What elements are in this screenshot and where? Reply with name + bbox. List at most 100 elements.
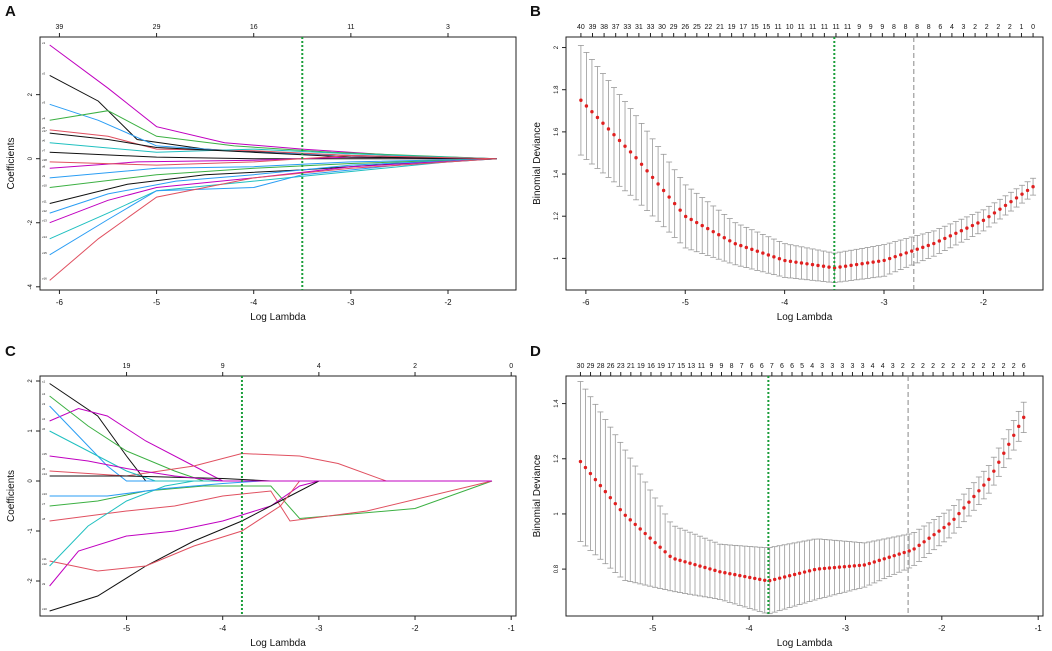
deviance-point	[926, 243, 930, 248]
top-tick-label: 3	[840, 363, 844, 370]
coef-path-c8	[49, 480, 493, 522]
top-tick-label: 4	[950, 24, 954, 31]
top-tick-label: 28	[597, 363, 605, 370]
deviance-point	[982, 483, 986, 487]
coef-index-label: v18	[42, 158, 47, 162]
deviance-point	[638, 527, 642, 531]
deviance-point	[922, 540, 926, 544]
deviance-point	[761, 251, 765, 255]
deviance-point	[957, 511, 961, 516]
top-tick-label: 17	[739, 24, 747, 31]
coef-index-label: c7	[42, 502, 46, 506]
deviance-point	[1014, 196, 1019, 200]
x-tick-label: -4	[219, 624, 227, 633]
deviance-point	[965, 226, 969, 230]
deviance-point	[992, 469, 996, 473]
deviance-point	[827, 566, 832, 570]
y-tick-label: 1.4	[554, 169, 560, 178]
coef-index-label: v13	[42, 219, 47, 223]
deviance-point	[987, 477, 991, 482]
coef-path-v9	[49, 158, 497, 179]
coef-index-label: v14	[42, 235, 47, 239]
top-tick-label: 2	[981, 363, 985, 370]
y-tick-label: 1.6	[554, 127, 560, 136]
top-tick-label: 6	[750, 363, 754, 370]
deviance-point	[887, 555, 891, 559]
deviance-point	[962, 506, 966, 510]
deviance-point	[877, 558, 881, 563]
top-tick-label: 10	[786, 24, 794, 31]
top-tick-label: 30	[658, 24, 666, 31]
deviance-point	[843, 264, 848, 268]
x-tick-label: -4	[781, 298, 789, 307]
deviance-point	[603, 489, 608, 494]
coef-index-label: c15	[42, 452, 47, 456]
coef-index-label: v9	[42, 174, 46, 178]
deviance-point	[695, 220, 699, 225]
top-tick-label: 2	[901, 363, 905, 370]
deviance-point	[816, 263, 820, 268]
top-tick-label: 15	[763, 24, 771, 31]
y-tick-label: 0	[28, 156, 34, 160]
deviance-point	[1009, 199, 1013, 204]
coef-index-label: c9	[42, 582, 46, 586]
y-tick-label: 1.4	[554, 399, 560, 408]
deviance-point	[862, 563, 867, 567]
top-tick-label: 11	[809, 24, 816, 31]
deviance-point	[942, 525, 946, 530]
x-axis-label: Log Lambda	[777, 312, 833, 323]
top-tick-label: 21	[716, 24, 724, 31]
top-tick-label: 25	[693, 24, 701, 31]
deviance-point	[722, 236, 726, 240]
coef-path-v6	[49, 142, 497, 160]
x-tick-label: -1	[508, 624, 516, 633]
y-tick-label: 0.8	[554, 564, 560, 573]
x-tick-label: -5	[649, 624, 657, 633]
coef-path-c3	[49, 405, 492, 482]
deviance-point	[748, 575, 752, 580]
deviance-point	[854, 262, 859, 267]
coef-path-c15	[49, 455, 492, 482]
deviance-point	[910, 249, 914, 253]
x-tick-label: -6	[582, 298, 590, 307]
deviance-point	[755, 249, 760, 253]
deviance-point	[921, 245, 925, 250]
deviance-point	[653, 540, 657, 545]
top-tick-label: 0	[509, 363, 513, 370]
coef-index-label: c3	[42, 402, 46, 406]
plot-frame	[39, 36, 517, 291]
top-tick-label: 4	[810, 363, 814, 370]
coef-index-label: v2	[42, 71, 46, 75]
top-tick-label: 40	[577, 24, 585, 31]
deviance-point	[706, 226, 710, 231]
top-tick-label: 2	[973, 24, 977, 31]
coef-path-c11	[49, 480, 492, 572]
deviance-point	[904, 251, 908, 255]
coef-path-v16	[49, 158, 497, 281]
plot-frame	[565, 36, 1044, 291]
deviance-point	[743, 574, 747, 579]
deviance-point	[688, 561, 692, 565]
deviance-point	[633, 522, 637, 527]
deviance-point	[612, 133, 616, 137]
top-tick-label: 0	[1031, 24, 1035, 31]
deviance-point	[753, 576, 757, 581]
coef-index-label: v6	[42, 139, 46, 143]
top-tick-label: 19	[637, 363, 645, 370]
deviance-point	[812, 567, 817, 572]
deviance-point	[952, 517, 956, 521]
y-tick-label: -4	[28, 283, 34, 289]
deviance-point	[718, 570, 722, 574]
deviance-point	[902, 550, 906, 555]
coef-index-label: v4	[42, 116, 46, 120]
coef-index-label: c13	[42, 492, 47, 496]
y-axis-label: Binomial Deviance	[532, 454, 543, 537]
deviance-point	[871, 260, 875, 264]
top-tick-label: 38	[600, 24, 608, 31]
top-tick-label: 3	[446, 24, 450, 31]
top-tick-label: 1	[1020, 24, 1024, 31]
deviance-point	[1025, 188, 1030, 193]
top-tick-label: 2	[1012, 363, 1016, 370]
top-tick-label: 2	[931, 363, 935, 370]
